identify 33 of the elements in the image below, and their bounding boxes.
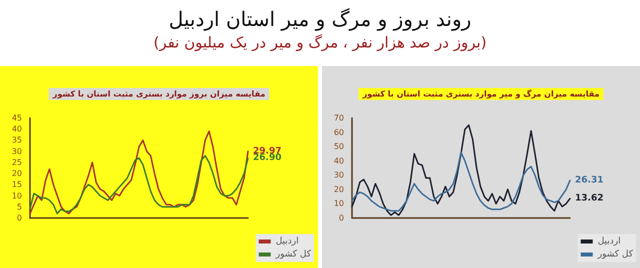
legend-label: اردبیل — [598, 236, 621, 246]
y-tick-label: 15 — [12, 180, 22, 190]
data-label: 26.90 — [253, 153, 282, 164]
text: (بروز در صد هزار نفر ، مرگ و میر در یک میلیون نفر) — [153, 34, 487, 52]
legend-label: کل کشور — [596, 250, 634, 260]
line-series — [29, 130, 249, 214]
y-tick-label: 30 — [334, 170, 344, 180]
data-label: 26.31 — [575, 175, 604, 186]
y-tick-label: 35 — [12, 136, 22, 145]
y-tick-label: 5 — [16, 202, 22, 212]
y-tick-label: 40 — [334, 156, 344, 166]
y-tick-label: 70 — [334, 114, 344, 122]
y-tick-label: 60 — [334, 128, 344, 137]
y-tick-label: 25 — [12, 158, 22, 167]
text: روند بروز و مرگ و میر استان اردبیل — [168, 7, 472, 31]
y-tick-label: 0 — [16, 214, 22, 222]
y-tick-label: 10 — [12, 191, 22, 200]
legend-label: کل کشور — [274, 250, 312, 260]
y-tick-label: 45 — [12, 114, 22, 122]
legend-label: اردبیل — [276, 236, 299, 246]
y-tick-label: 10 — [334, 199, 344, 208]
y-tick-label: 20 — [12, 169, 22, 178]
data-label: 13.62 — [575, 194, 604, 204]
chart-title: مقایسه میزان بروز موارد بستری مثبت استان با کشور — [52, 90, 266, 98]
y-tick-label: 0 — [338, 214, 344, 222]
y-tick-label: 50 — [334, 142, 344, 152]
line-series — [29, 155, 249, 214]
y-tick-label: 40 — [12, 124, 22, 134]
line-series — [351, 124, 571, 216]
y-tick-label: 20 — [334, 184, 344, 194]
line-series — [351, 152, 571, 212]
y-tick-label: 30 — [12, 146, 22, 156]
chart-title: مقایسه میزان مرگ و میر موارد بستری مثبت استان با کشور — [362, 88, 600, 98]
